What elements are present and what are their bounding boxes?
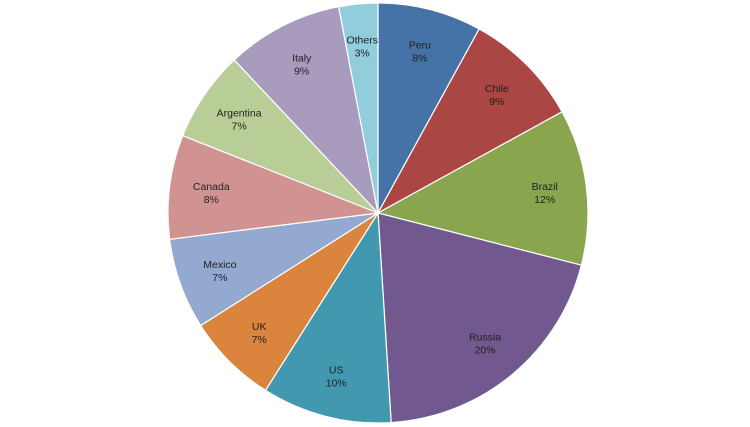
slice-percent: 12% (534, 194, 555, 206)
slice-name: Mexico (203, 259, 236, 271)
data-label-brazil: Brazil 12% (532, 181, 558, 206)
pie-slice-canada (167, 134, 379, 240)
slice-percent: 7% (252, 334, 267, 346)
data-label-others: Others 3% (346, 35, 378, 60)
slice-name: US (329, 365, 344, 377)
slice-name: Russia (469, 331, 501, 343)
slice-name: UK (252, 321, 267, 333)
slice-percent: 7% (232, 121, 247, 133)
slice-name: Canada (193, 181, 230, 193)
slice-name: Brazil (532, 181, 558, 193)
pie-slice-brazil (376, 111, 589, 266)
slice-name: Argentina (217, 108, 262, 120)
slice-percent: 3% (355, 48, 370, 60)
data-label-italy: Italy 9% (292, 52, 312, 77)
data-label-canada: Canada 8% (193, 181, 230, 206)
slice-percent: 9% (294, 65, 309, 77)
data-label-peru: Peru 8% (409, 39, 431, 64)
pie-slice-chile (376, 28, 563, 215)
data-label-russia: Russia 20% (469, 331, 501, 356)
data-label-chile: Chile 9% (485, 83, 509, 108)
data-label-uk: UK 7% (252, 321, 267, 346)
pie-labels: Peru 8%Chile 9%Brazil 12%Russia 20%US 10%UK 7%… (193, 35, 558, 390)
slice-name: Chile (485, 83, 509, 95)
slice-percent: 20% (475, 344, 496, 356)
data-label-mexico: Mexico 7% (203, 259, 236, 284)
pie-slices (167, 2, 589, 424)
pie-slice-russia (377, 212, 583, 424)
slice-percent: 10% (326, 378, 347, 390)
slice-name: Peru (409, 39, 431, 51)
slice-name: Others (346, 35, 378, 47)
slice-percent: 7% (212, 272, 227, 284)
slice-percent: 9% (489, 96, 504, 108)
pie-slice-peru (377, 2, 480, 214)
slice-percent: 8% (412, 52, 427, 64)
pie-slice-us (264, 211, 392, 424)
slice-name: Italy (292, 52, 312, 64)
pie-slice-italy (233, 6, 379, 215)
data-label-argentina: Argentina 7% (217, 108, 262, 133)
slice-percent: 8% (204, 194, 219, 206)
data-label-us: US 10% (326, 365, 347, 390)
pie-slice-others (337, 2, 379, 214)
